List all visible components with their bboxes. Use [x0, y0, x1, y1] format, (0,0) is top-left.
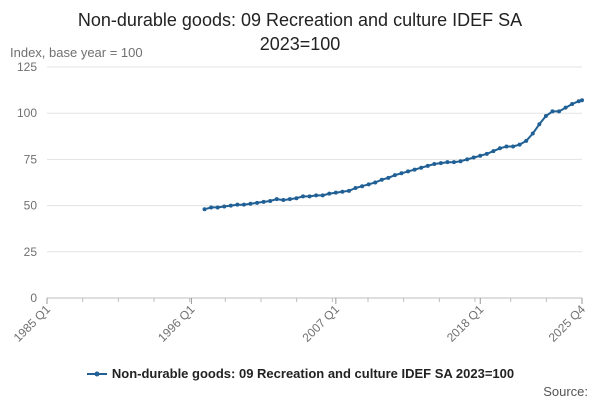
data-point — [373, 180, 378, 185]
data-point — [425, 163, 430, 168]
data-point — [202, 207, 207, 212]
data-point — [366, 182, 371, 187]
data-point — [379, 177, 384, 182]
x-tick-label: 1985 Q1 — [11, 302, 54, 345]
data-point — [248, 201, 253, 206]
data-point — [222, 204, 227, 209]
data-point — [432, 162, 437, 167]
series-line — [204, 99, 583, 211]
data-point — [301, 194, 306, 199]
data-point — [484, 151, 489, 156]
data-point — [215, 205, 220, 210]
data-point — [320, 193, 325, 198]
data-point — [478, 153, 483, 158]
data-point — [294, 196, 299, 201]
data-point — [392, 173, 397, 178]
data-point — [274, 197, 279, 202]
data-point — [287, 197, 292, 202]
data-point — [563, 105, 568, 110]
data-point — [438, 161, 443, 166]
data-point — [241, 202, 246, 207]
y-axis-label: Index, base year = 100 — [10, 45, 143, 60]
y-tick-label: 25 — [24, 245, 38, 259]
y-tick-label: 50 — [24, 199, 38, 213]
data-point — [517, 142, 522, 147]
y-tick-label: 100 — [17, 106, 37, 120]
y-tick-label: 0 — [30, 291, 37, 305]
data-point — [580, 98, 584, 103]
data-point — [406, 169, 411, 174]
data-point — [360, 184, 365, 189]
data-point — [504, 144, 509, 149]
data-point — [399, 171, 404, 176]
data-point — [419, 165, 424, 170]
data-point — [530, 131, 535, 136]
data-point — [550, 109, 555, 114]
data-point — [511, 144, 516, 149]
y-tick-label: 75 — [24, 152, 38, 166]
data-point — [497, 146, 502, 151]
data-point — [445, 160, 450, 165]
data-point — [327, 191, 332, 196]
x-tick-label: 2025 Q4 — [546, 302, 589, 345]
data-point — [491, 149, 496, 154]
x-tick-label: 1996 Q1 — [155, 302, 198, 345]
x-tick-label: 2018 Q1 — [444, 302, 487, 345]
x-tick-label: 2007 Q1 — [299, 302, 342, 345]
data-point — [543, 113, 548, 118]
legend-label: Non-durable goods: 09 Recreation and cul… — [111, 366, 515, 381]
data-point — [451, 160, 456, 165]
data-point — [333, 190, 338, 195]
data-point — [346, 188, 351, 193]
data-point — [557, 109, 562, 114]
data-point — [412, 167, 417, 172]
y-tick-label: 125 — [17, 60, 37, 74]
data-point — [340, 189, 345, 194]
data-point — [314, 193, 319, 198]
data-point — [458, 159, 463, 164]
data-point — [353, 186, 358, 191]
chart-title: Non-durable goods: 09 Recreation and cul… — [77, 10, 523, 54]
data-point — [281, 198, 286, 203]
data-point — [537, 122, 542, 127]
data-point — [307, 194, 312, 199]
legend-swatch-icon — [86, 371, 107, 376]
data-point — [471, 155, 476, 160]
data-point — [524, 138, 529, 143]
data-point — [268, 198, 273, 203]
data-point — [261, 199, 266, 204]
data-point — [465, 157, 470, 162]
data-point — [570, 101, 575, 106]
data-point — [576, 99, 581, 104]
data-point — [255, 200, 260, 205]
data-point — [386, 175, 391, 180]
data-point — [235, 202, 240, 207]
legend: Non-durable goods: 09 Recreation and cul… — [0, 366, 600, 381]
source-label: Source: — [543, 384, 588, 399]
data-point — [209, 205, 214, 210]
data-point — [228, 203, 233, 208]
